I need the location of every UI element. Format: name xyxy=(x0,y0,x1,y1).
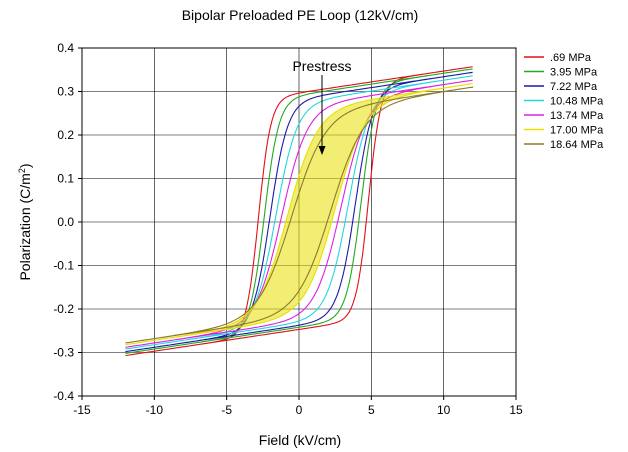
legend-label: .69 MPa xyxy=(550,52,592,64)
legend-label: 7.22 MPa xyxy=(550,81,598,93)
x-axis-label: Field (kV/cm) xyxy=(259,432,341,448)
series-line xyxy=(125,86,474,344)
y-tick-label: 0.1 xyxy=(57,172,74,186)
y-tick-label: 0.0 xyxy=(57,215,74,229)
legend-label: 3.95 MPa xyxy=(550,67,598,79)
x-axis-ticks: -15 -10 -5 0 5 10 15 xyxy=(73,396,523,417)
annotation-arrow xyxy=(318,75,326,155)
series-line xyxy=(125,83,473,346)
legend-label: 17.00 MPa xyxy=(550,125,604,137)
x-tick-label: 5 xyxy=(368,403,375,417)
y-tick-label: 0.3 xyxy=(57,85,74,99)
x-tick-label: -10 xyxy=(146,403,164,417)
legend-label: 18.64 MPa xyxy=(550,139,604,151)
chart-title: Bipolar Preloaded PE Loop (12kV/cm) xyxy=(182,7,419,23)
legend: .69 MPa 3.95 MPa 7.22 MPa 10.48 MPa 13.74 MP… xyxy=(524,52,604,151)
y-tick-label: 0.4 xyxy=(57,41,74,55)
y-axis-label: Polarization (C/m2) xyxy=(17,163,33,280)
series-layer xyxy=(125,66,474,357)
legend-label: 13.74 MPa xyxy=(550,110,604,122)
annotation-prestress: Prestress xyxy=(292,58,351,74)
y-tick-label: -0.2 xyxy=(53,302,74,316)
legend-label: 10.48 MPa xyxy=(550,96,604,108)
y-axis-ticks: -0.4 -0.3 -0.2 -0.1 0.0 0.1 0.2 0.3 0.4 xyxy=(53,41,82,403)
x-tick-label: -5 xyxy=(221,403,232,417)
y-tick-label: -0.4 xyxy=(53,389,74,403)
x-tick-label: 0 xyxy=(296,403,303,417)
y-tick-label: -0.3 xyxy=(53,346,74,360)
x-tick-label: 10 xyxy=(437,403,451,417)
y-tick-label: -0.1 xyxy=(53,259,74,273)
y-tick-label: 0.2 xyxy=(57,128,74,142)
x-tick-label: -15 xyxy=(73,403,91,417)
x-tick-label: 15 xyxy=(509,403,523,417)
